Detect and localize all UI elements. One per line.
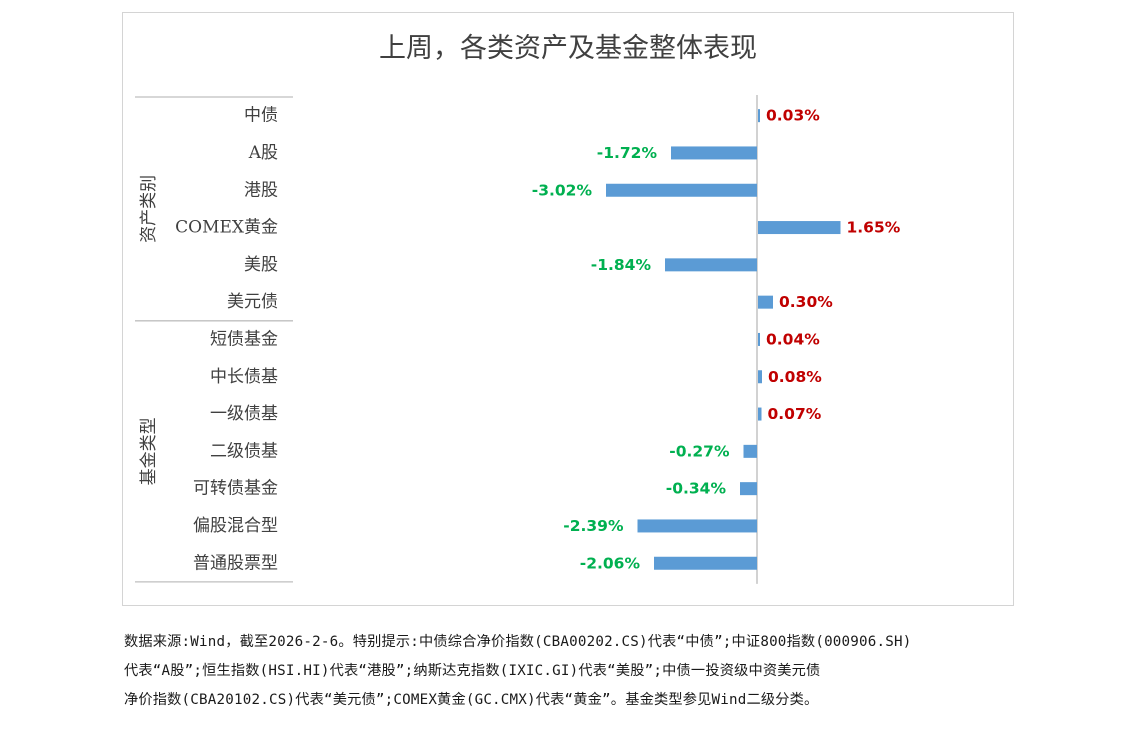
data-label: -1.84% xyxy=(591,256,652,274)
category-label: 美元债 xyxy=(227,292,278,312)
category-label: 美股 xyxy=(244,255,278,275)
category-label: 普通股票型 xyxy=(193,553,278,573)
bar xyxy=(758,370,762,384)
category-label: 中债 xyxy=(244,106,278,126)
footnote-line: 净价指数(CBA20102.CS)代表“美元债”;COMEX黄金(GC.CMX)… xyxy=(124,692,819,708)
data-label: -2.06% xyxy=(580,554,641,572)
group-label: 资产类别 xyxy=(139,175,159,243)
category-label: 一级债基 xyxy=(210,404,278,424)
bar xyxy=(606,183,757,197)
category-label: 短债基金 xyxy=(210,329,278,349)
data-label: 0.08% xyxy=(768,368,822,386)
bar xyxy=(758,221,841,235)
data-label: 0.04% xyxy=(766,330,820,348)
bar xyxy=(758,295,773,309)
bar xyxy=(671,146,757,160)
bar xyxy=(654,556,757,570)
bar xyxy=(743,444,757,458)
bar xyxy=(758,109,760,123)
category-label: A股 xyxy=(248,143,278,163)
footnote-line: 数据来源:Wind，截至2026-2-6。特别提示:中债综合净价指数(CBA00… xyxy=(124,634,912,650)
data-label: -0.34% xyxy=(666,480,727,498)
footnote-line: 代表“A股”;恒生指数(HSI.HI)代表“港股”;纳斯达克指数(IXIC.GI… xyxy=(124,663,821,679)
category-label: 可转债基金 xyxy=(193,479,278,499)
data-label: -2.39% xyxy=(563,517,624,535)
bar xyxy=(637,519,757,533)
category-label: 二级债基 xyxy=(210,441,278,461)
category-label: 港股 xyxy=(244,180,278,200)
bar xyxy=(740,482,757,496)
category-label: 偏股混合型 xyxy=(193,516,278,536)
data-label: 1.65% xyxy=(847,219,901,237)
bar xyxy=(758,407,762,421)
group-label: 基金类型 xyxy=(139,417,159,485)
bar xyxy=(758,332,760,346)
data-label: 0.07% xyxy=(768,405,822,423)
category-label: COMEX黄金 xyxy=(175,218,278,238)
data-label: 0.30% xyxy=(779,293,833,311)
data-label: -1.72% xyxy=(597,144,658,162)
footnote: 数据来源:Wind，截至2026-2-6。特别提示:中债综合净价指数(CBA00… xyxy=(124,628,1054,715)
bar xyxy=(665,258,757,272)
chart-frame: 上周，各类资产及基金整体表现 资产类别基金类型 中债 0.03% A股 -1.72% 港股… xyxy=(122,12,1014,606)
chart-title: 上周，各类资产及基金整体表现 xyxy=(379,33,757,64)
category-label: 中长债基 xyxy=(210,367,278,387)
data-label: -0.27% xyxy=(669,442,730,460)
data-label: -3.02% xyxy=(532,181,593,199)
data-label: 0.03% xyxy=(766,107,820,125)
